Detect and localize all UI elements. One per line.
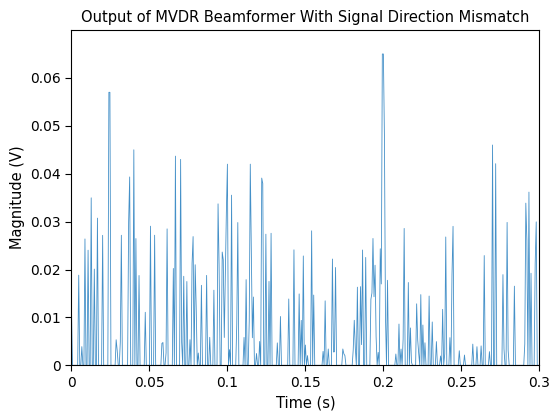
X-axis label: Time (s): Time (s) — [276, 395, 335, 410]
Y-axis label: Magnitude (V): Magnitude (V) — [10, 146, 25, 249]
Title: Output of MVDR Beamformer With Signal Direction Mismatch: Output of MVDR Beamformer With Signal Di… — [81, 10, 530, 25]
